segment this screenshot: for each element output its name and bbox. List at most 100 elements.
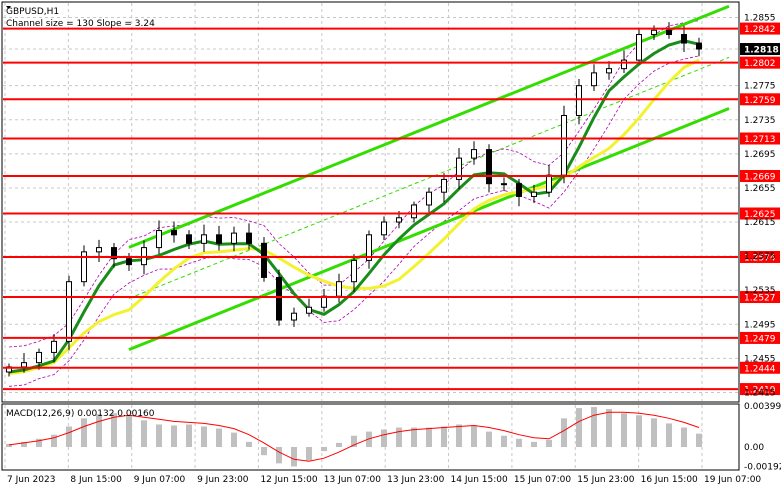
candle-body [366, 234, 372, 261]
macd-histogram-bar [201, 426, 207, 447]
macd-histogram-bar [186, 424, 192, 447]
macd-histogram-bar [561, 418, 567, 447]
x-tick-label: 16 Jun 15:00 [641, 475, 698, 485]
level-price-tag [740, 22, 780, 35]
channel-lower-line [128, 107, 730, 351]
macd-histogram-bar [696, 433, 702, 447]
macd-tick-label: 0.00399 [744, 402, 781, 412]
level-price-label: 1.2527 [744, 294, 776, 304]
candle-body [636, 34, 642, 61]
level-price-tag [740, 361, 780, 374]
macd-histogram-bar [501, 435, 507, 447]
macd-histogram-bar [441, 426, 447, 447]
price-tick-label: 1.2455 [744, 354, 776, 364]
price-tick-label: 1.2695 [744, 150, 776, 160]
x-tick-label: 12 Jun 15:00 [260, 475, 317, 485]
price-tick-label: 1.2775 [744, 82, 776, 92]
macd-histogram-bar [66, 426, 72, 447]
x-tick-label: 9 Jun 23:00 [197, 475, 249, 485]
candle-body [36, 351, 42, 364]
macd-histogram-bar [231, 432, 237, 447]
candle-body [606, 68, 612, 74]
macd-histogram-bar [36, 438, 42, 447]
price-tick-label: 1.2575 [744, 252, 776, 262]
level-price-tag [740, 170, 780, 183]
price-tick-label: 1.2415 [744, 388, 776, 398]
candle-body [351, 259, 357, 283]
price-tick-label: 1.2655 [744, 184, 776, 194]
macd-histogram-bar [351, 435, 357, 447]
price-tick-label: 1.2535 [744, 286, 776, 296]
candle-body [486, 149, 492, 185]
macd-histogram-bar [396, 427, 402, 447]
price-tick-label: 1.2615 [744, 218, 776, 228]
candle-body [336, 281, 342, 297]
macd-signal-line [8, 411, 700, 462]
candle-body [276, 276, 282, 321]
macd-histogram-bar [606, 409, 612, 447]
candle-body [186, 234, 192, 244]
macd-histogram-bar [471, 425, 477, 447]
candle-body [396, 217, 402, 223]
candle-body [516, 183, 522, 197]
level-price-label: 1.2802 [744, 59, 776, 69]
macd-histogram-bar [261, 446, 267, 456]
level-price-label: 1.2625 [744, 210, 776, 220]
price-panel-frame [1, 1, 740, 403]
x-tick-label: 13 Jun 23:00 [387, 475, 444, 485]
channel-info: Channel size = 130 Slope = 3.24 [6, 19, 155, 29]
current-price-tag [740, 43, 780, 56]
candle-body [261, 242, 267, 278]
candle-body [216, 234, 222, 244]
candle-body [291, 312, 297, 321]
candle-body [501, 183, 507, 186]
channel-upper-line [128, 4, 730, 249]
macd-histogram-bar [306, 446, 312, 461]
candle-body [81, 251, 87, 283]
dropdown-triangle-icon[interactable] [6, 6, 11, 9]
level-price-label: 1.2713 [744, 135, 776, 145]
candle-body [96, 247, 102, 253]
macd-histogram-bar [381, 429, 387, 447]
x-tick-label: 15 Jun 07:00 [514, 475, 571, 485]
level-price-tag [740, 93, 780, 106]
macd-histogram-bar [411, 427, 417, 447]
level-price-label: 1.2444 [744, 364, 776, 374]
candle-body [246, 232, 252, 244]
level-price-tag [740, 383, 780, 396]
macd-histogram-bar [291, 446, 297, 467]
channel-middle-line [128, 56, 730, 299]
candle-body [696, 42, 702, 50]
candle-body [546, 174, 552, 193]
level-price-label: 1.2574 [744, 253, 776, 263]
price-tick-label: 1.2735 [744, 116, 776, 126]
macd-histogram-bar [126, 415, 132, 447]
candle-body [651, 29, 657, 36]
candle-body [156, 230, 162, 249]
macd-histogram-bar [276, 446, 282, 464]
macd-histogram-bar [681, 427, 687, 447]
candle-body [666, 29, 672, 36]
candle-body [531, 191, 537, 197]
macd-histogram-bar [591, 407, 597, 447]
candle-body [621, 59, 627, 70]
macd-histogram-bar [6, 443, 12, 447]
macd-histogram-bar [51, 434, 57, 447]
macd-histogram-bar [336, 442, 342, 447]
candle-body [51, 340, 57, 353]
x-tick-label: 15 Jun 23:00 [577, 475, 634, 485]
candle-body [471, 149, 477, 159]
macd-histogram-bar [156, 424, 162, 447]
macd-histogram-bar [111, 413, 117, 447]
x-tick-label: 7 Jun 2023 [7, 475, 55, 485]
candle-body [111, 247, 117, 260]
macd-histogram-bar [576, 408, 582, 447]
macd-tick-label: -0.00192 [744, 463, 781, 473]
macd-histogram-bar [216, 428, 222, 447]
macd-histogram-bar [246, 441, 252, 447]
x-tick-label: 19 Jun 07:00 [704, 475, 761, 485]
macd-histogram-bar [81, 418, 87, 447]
macd-histogram-bar [486, 431, 492, 447]
